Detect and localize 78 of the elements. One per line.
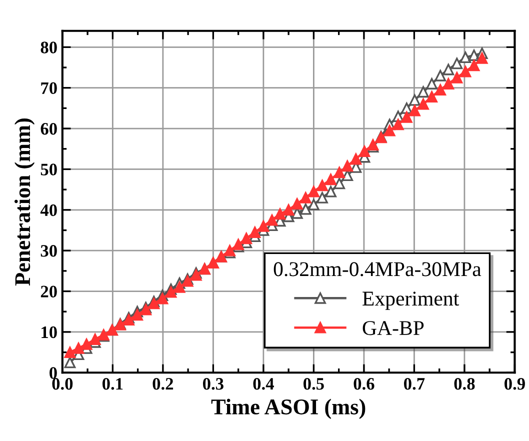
- x-tick-label: 0.5: [304, 378, 324, 390]
- point: [442, 64, 454, 76]
- point: [418, 86, 429, 98]
- y-tick-label: 60: [40, 123, 57, 135]
- x-tick-label: 0.4: [253, 378, 274, 390]
- point: [460, 66, 472, 78]
- point: [266, 214, 278, 226]
- point: [165, 286, 177, 298]
- x-axis-title: Time ASOI (ms): [211, 398, 366, 419]
- point: [156, 292, 168, 304]
- point: [89, 334, 101, 345]
- legend-label: Experiment: [362, 292, 460, 310]
- point: [460, 52, 472, 64]
- point: [64, 346, 76, 358]
- point: [72, 342, 84, 354]
- point: [308, 198, 320, 210]
- y-tick-label: 30: [40, 245, 57, 257]
- y-tick-label: 80: [40, 42, 57, 54]
- point: [426, 78, 438, 90]
- point: [442, 78, 454, 90]
- x-tick-label: 0.8: [454, 378, 475, 390]
- point: [300, 192, 312, 204]
- point: [132, 309, 143, 321]
- point: [316, 180, 328, 192]
- y-axis-title: Penetration (mm): [14, 118, 35, 286]
- y-tick-label: 50: [40, 164, 57, 176]
- point: [418, 98, 429, 110]
- point: [190, 269, 202, 281]
- point: [434, 84, 446, 96]
- point: [384, 124, 396, 136]
- point: [80, 338, 92, 350]
- point: [316, 192, 328, 204]
- legend-title: 0.32mm-0.4MPa-30MPa: [274, 262, 482, 276]
- point: [291, 198, 303, 210]
- point: [434, 70, 446, 82]
- point: [426, 91, 438, 102]
- point: [409, 94, 420, 106]
- x-tick-label: 0.0: [52, 378, 73, 390]
- point: [300, 203, 312, 215]
- point: [240, 232, 252, 244]
- point: [282, 204, 294, 216]
- point: [325, 186, 336, 198]
- x-tick-label: 0.7: [404, 378, 425, 390]
- point: [123, 314, 134, 326]
- point: [334, 178, 346, 190]
- x-tick-label: 0.2: [152, 378, 174, 390]
- point: [308, 186, 320, 198]
- x-tick-label: 0.3: [203, 378, 224, 390]
- point: [451, 72, 463, 84]
- y-tick-label: 20: [40, 286, 57, 298]
- point: [325, 174, 336, 186]
- point: [409, 104, 420, 116]
- point: [182, 275, 194, 287]
- y-tick-label: 40: [40, 204, 57, 216]
- point: [258, 220, 270, 232]
- point: [334, 166, 346, 178]
- y-tick-label: 10: [42, 326, 57, 338]
- point: [392, 118, 404, 130]
- point: [468, 60, 480, 72]
- point: [140, 304, 152, 316]
- point: [476, 52, 488, 64]
- y-tick-label: 70: [41, 82, 57, 94]
- point: [358, 146, 370, 157]
- point: [64, 356, 76, 368]
- point: [174, 282, 186, 293]
- x-tick-label: 0.6: [354, 378, 374, 390]
- x-tick-label: 0.1: [102, 378, 123, 390]
- point: [400, 111, 412, 123]
- legend-label: GA-BP: [362, 321, 424, 336]
- point: [451, 58, 463, 70]
- point: [350, 153, 362, 165]
- point: [249, 226, 261, 238]
- y-tick-label: 0: [50, 367, 57, 379]
- x-tick-label: 0.9: [504, 378, 525, 390]
- point: [342, 160, 354, 172]
- point: [367, 139, 379, 150]
- point: [274, 208, 286, 220]
- point: [148, 298, 160, 310]
